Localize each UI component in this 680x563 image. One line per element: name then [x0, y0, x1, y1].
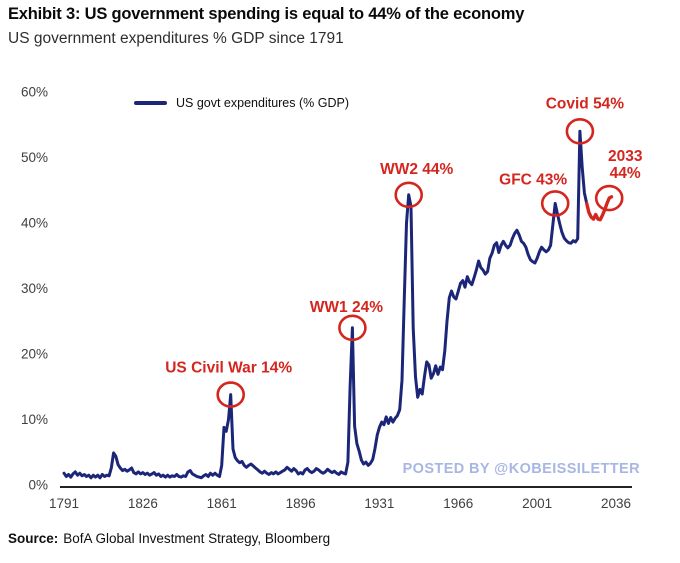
- annotation-label-ww1: WW1 24%: [310, 299, 383, 316]
- x-tick-label: 1861: [207, 496, 237, 511]
- y-tick-label: 0%: [28, 478, 48, 493]
- y-tick-label: 10%: [21, 412, 48, 427]
- annotation-label-proj-2033: 44%: [610, 165, 641, 182]
- legend-label: US govt expenditures (% GDP): [176, 96, 349, 110]
- y-tick-label: 20%: [21, 347, 48, 362]
- source-text: BofA Global Investment Strategy, Bloombe…: [63, 531, 331, 546]
- source-line: Source: BofA Global Investment Strategy, …: [8, 531, 330, 546]
- annotation-circle-us-civil-war: [216, 381, 245, 408]
- y-tick-label: 40%: [21, 216, 48, 231]
- annotation-label-proj-2033: 2033: [608, 148, 643, 165]
- x-tick-label: 2036: [601, 496, 631, 511]
- annotation-label-covid: Covid 54%: [546, 95, 625, 112]
- page-subtitle: US government expenditures % GDP since 1…: [8, 30, 344, 47]
- annotation-circle-proj-2033: [594, 184, 624, 212]
- annotation-circle-ww2: [394, 181, 424, 209]
- annotation-circle-gfc: [540, 190, 570, 217]
- x-tick-label: 1826: [128, 496, 158, 511]
- annotation-circle-ww1: [338, 314, 367, 342]
- annotation-label-gfc: GFC 43%: [499, 171, 567, 188]
- annotation-label-us-civil-war: US Civil War 14%: [165, 360, 292, 377]
- x-tick-label: 1931: [364, 496, 394, 511]
- x-tick-label: 1966: [443, 496, 473, 511]
- series-path-projection: [585, 195, 614, 222]
- page-title: Exhibit 3: US government spending is equ…: [8, 5, 525, 23]
- y-tick-label: 60%: [21, 85, 48, 100]
- watermark-text: POSTED BY @KOBEISSILETTER: [402, 461, 640, 477]
- source-prefix: Source:: [8, 531, 59, 546]
- x-tick-label: 2001: [522, 496, 552, 511]
- x-tick-label: 1791: [49, 496, 79, 511]
- chart-legend: US govt expenditures (% GDP): [134, 96, 349, 110]
- x-tick-label: 1896: [286, 496, 316, 511]
- y-tick-label: 30%: [21, 281, 48, 296]
- legend-line-swatch: [134, 101, 167, 105]
- annotation-label-ww2: WW2 44%: [380, 161, 453, 178]
- annotation-circle-covid: [565, 118, 595, 145]
- series-path-historical: [62, 129, 589, 480]
- y-tick-label: 50%: [21, 150, 48, 165]
